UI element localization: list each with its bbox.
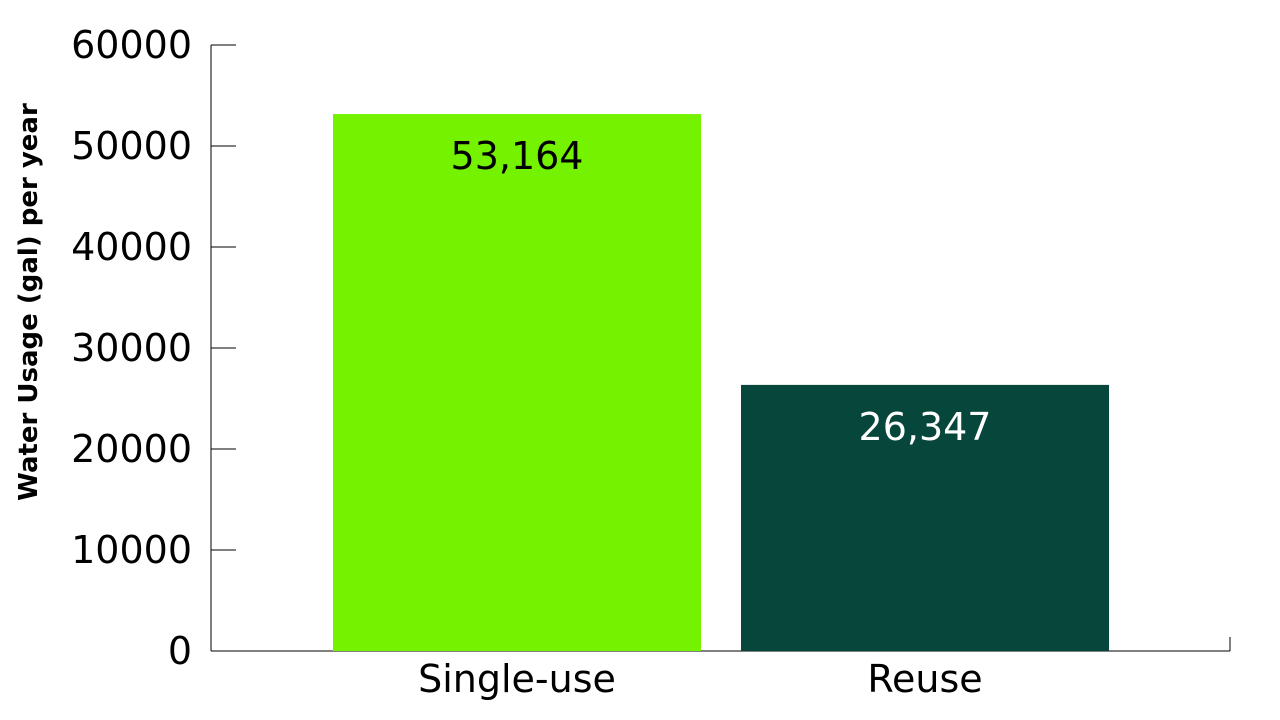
y-tick-label: 40000 [71,225,192,269]
x-category-label: Reuse [867,657,982,701]
y-tick-label: 50000 [71,124,192,168]
y-tick-label: 0 [168,629,192,673]
y-tick-label: 20000 [71,427,192,471]
bar-data-label: 53,164 [451,134,584,178]
bar-data-label: 26,347 [859,405,992,449]
y-tick-label: 10000 [71,528,192,572]
y-axis-title: Water Usage (gal) per year [14,103,44,501]
bar-reuse [741,384,1109,651]
y-tick-label: 60000 [71,23,192,67]
bar-single-use [333,114,701,652]
y-tick-label: 30000 [71,326,192,370]
x-category-label: Single-use [418,657,616,701]
